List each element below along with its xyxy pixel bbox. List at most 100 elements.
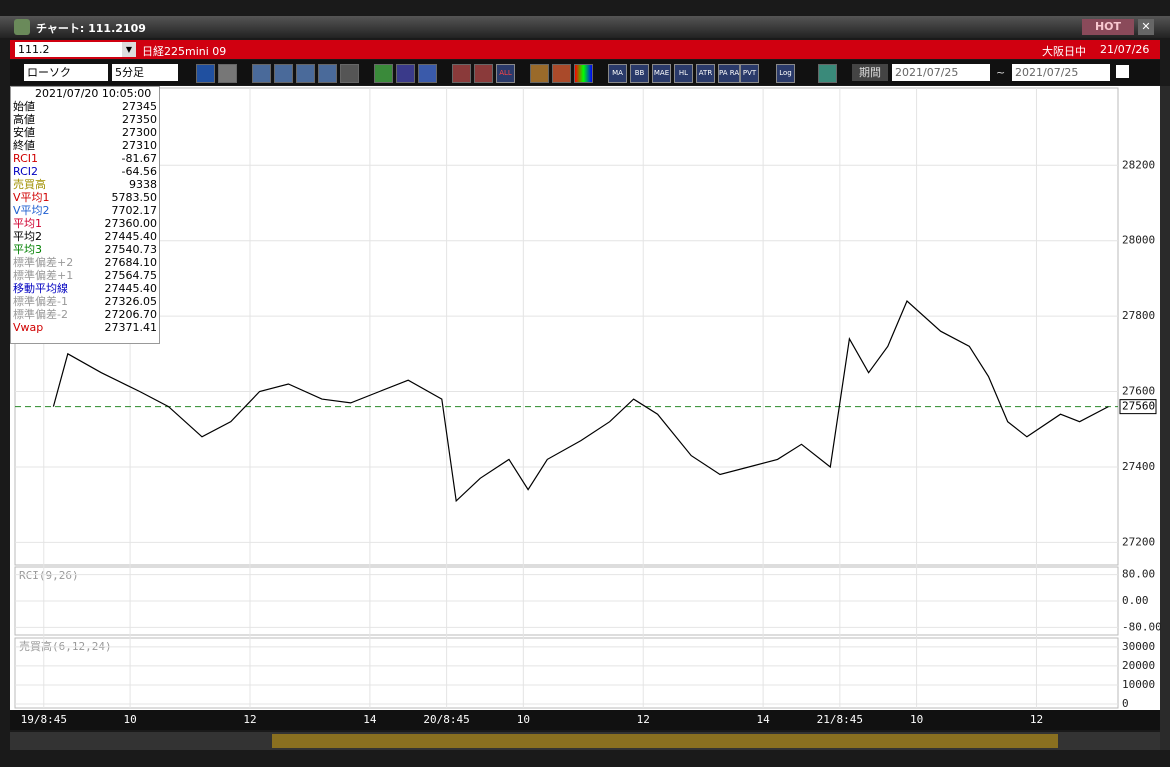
toolbar-button[interactable]: ATR [696, 64, 715, 83]
scrollbar[interactable] [1160, 86, 1170, 750]
info-row: 標準偏差-2 27206.70 [13, 308, 157, 321]
info-label: 始値 [13, 100, 35, 113]
info-row: 標準偏差-1 27326.05 [13, 295, 157, 308]
color-icon[interactable] [574, 64, 593, 83]
scroll-thumb[interactable] [272, 734, 1058, 748]
draw-icon[interactable] [396, 64, 415, 83]
y-tick-label: 80.00 [1122, 568, 1155, 581]
info-value: 27360.00 [104, 217, 158, 230]
price-line [52, 299, 1109, 503]
y-tick-label: 10000 [1122, 678, 1155, 691]
rci-title: RCI(9,26) [19, 569, 79, 582]
info-value: 27540.73 [104, 243, 158, 256]
interval-select[interactable]: 5分足 [112, 64, 178, 81]
volume-title: 売買高(6,12,24) [19, 639, 112, 653]
draw-icon[interactable] [374, 64, 393, 83]
last-price-label: 27560 [1122, 400, 1155, 413]
layout-icon[interactable] [218, 64, 237, 83]
y-tick-label: 0.00 [1122, 594, 1149, 607]
info-value: -81.67 [121, 152, 157, 165]
info-value: -64.56 [121, 165, 157, 178]
to-date[interactable]: 2021/07/25 [1012, 64, 1110, 81]
code-input[interactable]: 111.2 [15, 42, 133, 57]
tool-icon[interactable] [274, 64, 293, 83]
y-tick-label: 27600 [1122, 385, 1155, 398]
info-value: 27310 [122, 139, 157, 152]
info-value: 9338 [129, 178, 157, 191]
y-tick-label: 27800 [1122, 309, 1155, 322]
toolbar-button[interactable]: MAE [652, 64, 671, 83]
color-icon[interactable] [552, 64, 571, 83]
tool-icon[interactable] [296, 64, 315, 83]
y-tick-label: 28200 [1122, 158, 1155, 171]
symbol-name: 日経225mini 09 [142, 45, 227, 58]
toolbar-button[interactable]: Log [776, 64, 795, 83]
x-tick-label: 10 [123, 713, 136, 726]
close-button[interactable]: ✕ [1138, 19, 1154, 35]
x-tick-label: 12 [1030, 713, 1043, 726]
tool-icon[interactable] [818, 64, 837, 83]
info-row: 始値 27345 [13, 100, 157, 113]
view-icon[interactable] [452, 64, 471, 83]
y-tick-label: 27400 [1122, 460, 1155, 473]
x-tick-label: 14 [363, 713, 377, 726]
draw-icon[interactable] [418, 64, 437, 83]
title-bar: チャート: 111.2109 HOT ✕ [0, 16, 1170, 38]
info-row: RCI1 -81.67 [13, 152, 157, 165]
header-date: 21/07/26 [1100, 43, 1150, 56]
info-label: 平均1 [13, 217, 42, 230]
info-label: 標準偏差-2 [13, 308, 68, 321]
view-icon[interactable] [474, 64, 493, 83]
y-tick-label: 28000 [1122, 234, 1155, 247]
x-tick-label: 10 [517, 713, 530, 726]
from-date[interactable]: 2021/07/25 [892, 64, 990, 81]
toolbar-button[interactable]: PVT [740, 64, 759, 83]
code-dropdown[interactable]: ▼ [122, 42, 136, 57]
info-value: 27445.40 [104, 282, 158, 295]
window-title: チャート: 111.2109 [36, 22, 146, 35]
info-value: 27445.40 [104, 230, 158, 243]
toolbar-button[interactable]: ALL [496, 64, 515, 83]
info-value: 27684.10 [104, 256, 158, 269]
info-row: RCI2 -64.56 [13, 165, 157, 178]
tool-icon[interactable] [252, 64, 271, 83]
info-label: RCI1 [13, 152, 39, 165]
info-row: 高値 27350 [13, 113, 157, 126]
info-row: 平均2 27445.40 [13, 230, 157, 243]
toolbar-button[interactable]: HL [674, 64, 693, 83]
toolbar-button[interactable]: BB [630, 64, 649, 83]
x-tick-label: 12 [243, 713, 256, 726]
y-tick-label: 0 [1122, 697, 1129, 710]
hot-button[interactable]: HOT [1082, 19, 1134, 35]
y-tick-label: -80.00 [1122, 620, 1162, 633]
toolbar-button[interactable]: PA RA [718, 64, 741, 83]
info-label: 安値 [13, 126, 35, 139]
info-value: 27300 [122, 126, 157, 139]
tool-icon[interactable] [318, 64, 337, 83]
info-row: 標準偏差+1 27564.75 [13, 269, 157, 282]
chart-type-select[interactable]: ローソク [24, 64, 108, 81]
info-value: 27326.05 [104, 295, 158, 308]
info-value: 27564.75 [104, 269, 158, 282]
x-tick-label: 20/8:45 [423, 713, 469, 726]
y-tick-label: 27200 [1122, 535, 1155, 548]
tool-icon[interactable] [340, 64, 359, 83]
info-label: 高値 [13, 113, 35, 126]
info-label: 標準偏差-1 [13, 295, 68, 308]
color-icon[interactable] [530, 64, 549, 83]
checkbox[interactable] [1116, 65, 1129, 78]
y-tick-label: 20000 [1122, 659, 1155, 672]
x-tick-label: 14 [756, 713, 770, 726]
info-row: 終値 27310 [13, 139, 157, 152]
market-name: 大阪日中 [1042, 45, 1086, 58]
x-tick-label: 10 [910, 713, 923, 726]
info-row: 平均3 27540.73 [13, 243, 157, 256]
chart-bg [10, 86, 1160, 710]
info-value: 7702.17 [111, 204, 158, 217]
toolbar-button[interactable]: MA [608, 64, 627, 83]
info-row: 売買高 9338 [13, 178, 157, 191]
zoom-icon[interactable] [196, 64, 215, 83]
y-tick-label: 30000 [1122, 640, 1155, 653]
